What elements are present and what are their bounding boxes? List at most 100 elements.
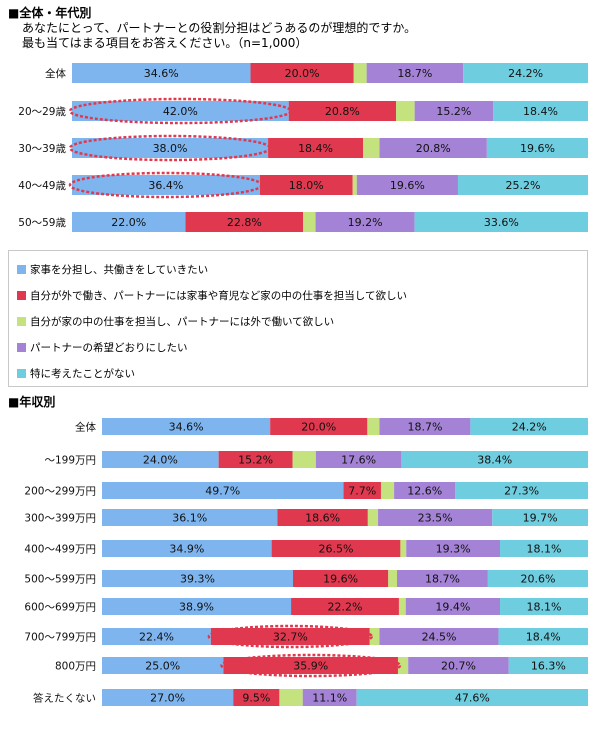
data-label: 18.4% — [523, 105, 558, 118]
data-label: 33.6% — [484, 216, 519, 229]
bar-segment — [379, 628, 499, 645]
category-label: 全体 — [75, 421, 96, 434]
data-label: 18.1% — [527, 543, 562, 556]
category-label: 600～699万円 — [24, 602, 96, 614]
bar-segment — [185, 212, 304, 232]
data-label: 32.7% — [273, 631, 308, 644]
bar-segment — [210, 628, 370, 645]
bar-segment — [463, 63, 588, 83]
data-label: 39.3% — [180, 573, 215, 586]
bar-segment — [470, 418, 588, 435]
bar-segment — [291, 598, 399, 615]
bar-segment — [414, 212, 588, 232]
bar-segment — [102, 540, 272, 557]
category-label: 500～599万円 — [24, 574, 96, 586]
data-label: 36.4% — [148, 179, 183, 192]
bar-segment — [72, 175, 260, 195]
bar-segment — [303, 212, 316, 232]
data-label: 34.9% — [169, 543, 204, 556]
bar-segment — [102, 628, 211, 645]
category-label: 40～49歳 — [18, 180, 66, 192]
data-label: 42.0% — [163, 105, 198, 118]
bar-segment — [498, 628, 588, 645]
data-label: 36.1% — [172, 512, 207, 525]
legend-item-never-thought: 特に考えたことがない — [17, 366, 135, 381]
bar-segment — [102, 689, 234, 706]
bar-segment — [394, 482, 456, 499]
data-label: 25.2% — [506, 179, 541, 192]
highlight-ellipse — [220, 653, 402, 678]
data-label: 38.9% — [179, 601, 214, 614]
data-label: 18.7% — [407, 421, 442, 434]
bar-segment — [398, 598, 406, 615]
data-label: 18.0% — [289, 179, 324, 192]
bar-segment — [352, 175, 357, 195]
bar-segment — [102, 570, 293, 587]
data-label: 19.7% — [523, 512, 558, 525]
bar-segment — [102, 482, 344, 499]
question-line-2: 最も当てはまる項目をお答えください。（n=1,000） — [22, 36, 308, 50]
highlight-ellipse — [68, 171, 264, 199]
bar-segment — [277, 509, 368, 526]
data-label: 12.6% — [407, 485, 442, 498]
bar-segment — [315, 212, 415, 232]
bar-segment — [102, 657, 224, 674]
bar-segment — [259, 175, 353, 195]
bar-segment — [271, 540, 401, 557]
data-label: 18.6% — [305, 512, 340, 525]
data-label: 19.6% — [323, 573, 358, 586]
bar-segment — [500, 598, 588, 615]
data-label: 20.8% — [416, 142, 451, 155]
category-label: 800万円 — [55, 661, 96, 673]
data-label: 19.4% — [435, 601, 470, 614]
legend-item-i-work-outside: 自分が外で働き、パートナーには家事や育児など家の中の仕事を担当して欲しい — [17, 288, 407, 303]
data-label: 18.4% — [298, 142, 333, 155]
legend-label: 自分が家の中の仕事を担当し、パートナーには外で働いて欲しい — [30, 316, 335, 328]
data-label: 24.2% — [508, 67, 543, 80]
bar-segment — [508, 657, 588, 674]
data-label: 47.6% — [455, 692, 490, 705]
category-label: 全体 — [45, 67, 66, 80]
data-label: 27.3% — [504, 485, 539, 498]
data-label: 19.3% — [436, 543, 471, 556]
data-label: 25.0% — [145, 660, 180, 673]
bar-segment — [397, 657, 409, 674]
legend-swatch — [17, 369, 26, 378]
highlight-ellipse — [68, 97, 292, 125]
bar-segment — [102, 418, 271, 435]
legend-label: 自分が外で働き、パートナーには家事や育児など家の中の仕事を担当して欲しい — [30, 290, 407, 302]
section1-title: ■全体・年代別 — [8, 6, 92, 20]
bar-segment — [102, 509, 278, 526]
data-label: 38.0% — [153, 142, 188, 155]
legend-item-i-do-housework: 自分が家の中の仕事を担当し、パートナーには外で働いて欲しい — [17, 314, 334, 329]
data-label: 22.4% — [139, 631, 174, 644]
data-label: 19.6% — [390, 179, 425, 192]
data-label: 38.4% — [477, 454, 512, 467]
bar-segment — [72, 101, 289, 121]
data-label: 24.2% — [512, 421, 547, 434]
data-label: 20.0% — [285, 67, 320, 80]
category-label: 700～799万円 — [24, 632, 96, 644]
bar-segment — [366, 63, 464, 83]
bar-segment — [408, 657, 509, 674]
data-label: 15.2% — [436, 105, 471, 118]
data-label: 20.8% — [325, 105, 360, 118]
legend-item-partner-wish: パートナーの希望どおりにしたい — [17, 340, 188, 355]
legend-swatch — [17, 317, 26, 326]
bar-segment — [353, 63, 367, 83]
category-label: 400～499万円 — [24, 544, 96, 556]
bar-segment — [292, 451, 316, 468]
category-label: 答えたくない — [33, 692, 96, 705]
bar-segment — [369, 628, 380, 645]
bar-segment — [102, 451, 219, 468]
data-label: 20.0% — [301, 421, 336, 434]
bar-segment — [223, 657, 398, 674]
bar-segment — [72, 212, 186, 232]
bar-segment — [493, 101, 588, 121]
bar-segment — [102, 598, 292, 615]
bar-segment — [405, 598, 501, 615]
data-label: 20.7% — [441, 660, 476, 673]
data-label: 22.8% — [227, 216, 262, 229]
